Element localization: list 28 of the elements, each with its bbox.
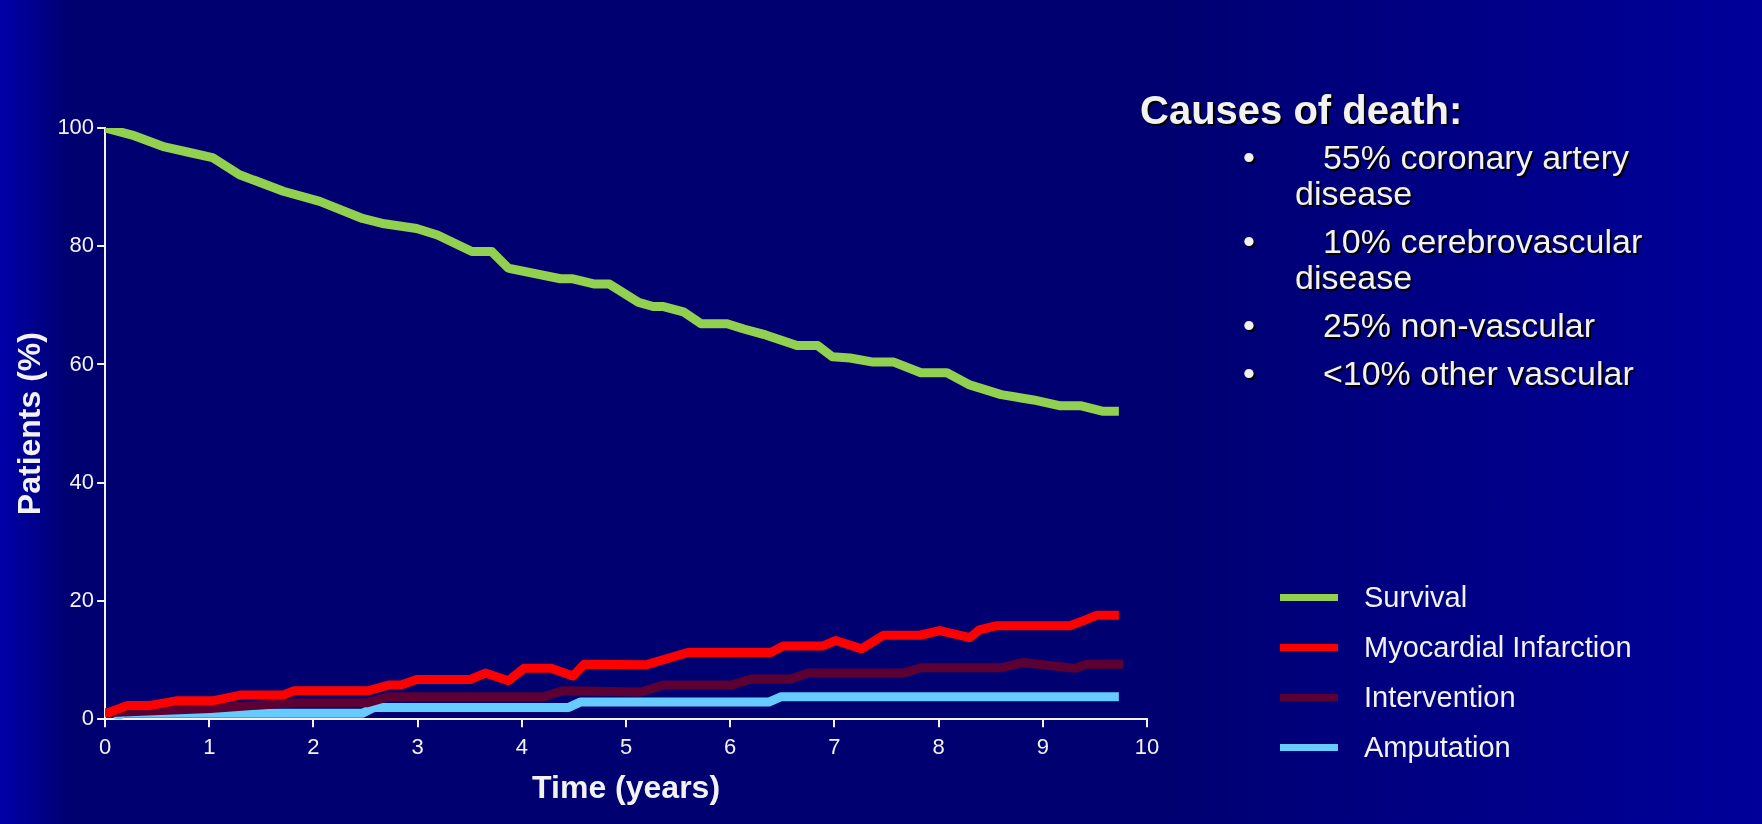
y-tick-label: 80	[69, 232, 95, 258]
x-tick-label: 5	[619, 734, 633, 760]
text: • 10% cerebrovascular disease	[1243, 222, 1644, 296]
y-tick-label: 40	[69, 468, 95, 494]
x-tick-label: 4	[515, 734, 528, 760]
x-axis-title: Time (years)	[532, 768, 721, 805]
y-tick-label: 0	[81, 705, 95, 731]
y-axis-title: Patients (%)	[11, 332, 48, 516]
legend-label: Myocardial Infarction	[1364, 630, 1632, 664]
text: • 55% coronary artery disease	[1243, 138, 1631, 212]
x-tick-label: 8	[932, 734, 945, 760]
x-tick-label: 6	[724, 734, 737, 760]
legend-label: Intervention	[1364, 680, 1516, 714]
y-tick-label: 100	[57, 114, 95, 140]
y-tick-label: 60	[69, 350, 95, 376]
annotation: Causes of death:	[1140, 88, 1464, 133]
x-tick-label: 7	[828, 734, 841, 760]
x-tick-label: 9	[1036, 734, 1049, 760]
x-tick-label: 3	[411, 734, 424, 760]
x-tick-label: 2	[307, 734, 320, 760]
legend-label: Survival	[1364, 580, 1468, 614]
y-tick-label: 20	[69, 587, 95, 613]
text: • 25% non-vascular	[1243, 306, 1597, 344]
x-tick-label: 1	[203, 734, 216, 760]
x-tick-label: 0	[98, 734, 112, 760]
x-tick-label: 10	[1134, 734, 1160, 760]
legend-label: Amputation	[1364, 730, 1511, 764]
text: • <10% other vascular	[1243, 354, 1635, 392]
